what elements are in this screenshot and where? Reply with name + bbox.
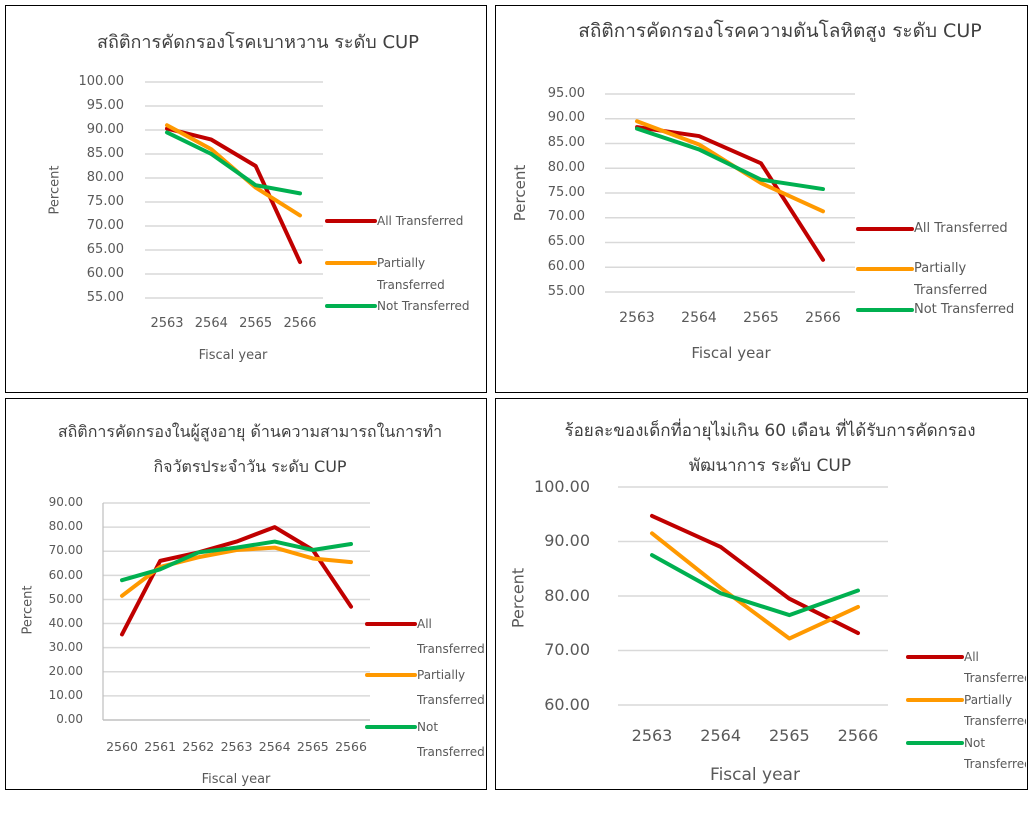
series-line-not-transferred (650, 553, 860, 618)
chart-2 (605, 93, 914, 312)
y-tick-label: 100.00 (78, 73, 125, 89)
chart-panel (5, 5, 487, 393)
y-tick-label: 65.00 (86, 241, 124, 257)
legend-label: Partially Transferred (964, 692, 1026, 728)
x-tick-label: 2561 (144, 739, 177, 754)
x-tick-label: 2562 (182, 739, 215, 754)
y-tick-label: 10.00 (48, 688, 83, 703)
x-tick-label: 2565 (296, 739, 329, 754)
x-tick-label: 2564 (681, 310, 717, 326)
y-tick-label: 65.00 (547, 234, 585, 250)
y-tick-label: 60.00 (544, 694, 590, 714)
y-tick-label: 85.00 (86, 145, 124, 161)
y-axis-label: Percent (47, 165, 63, 215)
y-tick-label: 90.00 (547, 110, 585, 126)
chart-title: ร้อยละของเด็กที่อายุไม่เกิน 60 เดือน ที่… (564, 421, 976, 476)
y-tick-label: 70.00 (48, 543, 83, 558)
y-tick-label: 75.00 (547, 184, 585, 200)
legend-label: Not Transferred (417, 719, 485, 759)
y-tick-label: 90.00 (48, 495, 83, 510)
legend-label: All Transferred (417, 616, 485, 656)
legend-label: All Transferred (377, 214, 464, 228)
x-tick-label: 2563 (220, 739, 253, 754)
legend-label: All Transferred (914, 221, 1008, 236)
legend-label: Partially Transferred (417, 667, 485, 707)
legend-label: Not Transferred (377, 299, 470, 313)
y-tick-label: 90.00 (86, 121, 124, 137)
legend-label: Not Transferred (914, 302, 1015, 317)
y-tick-label: 95.00 (86, 97, 124, 113)
x-tick-label: 2565 (743, 310, 779, 326)
chart-panel (5, 398, 487, 790)
y-tick-label: 40.00 (48, 615, 83, 630)
series-line-all-transferred (650, 513, 860, 636)
x-tick-label: 2564 (194, 316, 228, 331)
y-tick-label: 20.00 (48, 663, 83, 678)
y-tick-label: 60.00 (86, 265, 124, 281)
y-tick-label: 70.00 (86, 217, 124, 233)
y-tick-label: 70.00 (547, 209, 585, 225)
chart-3 (102, 502, 417, 729)
chart-4 (618, 486, 964, 745)
y-tick-label: 55.00 (547, 283, 585, 299)
y-tick-label: 90.00 (544, 531, 590, 551)
x-axis-label: Fiscal year (201, 772, 271, 788)
x-axis-label: Fiscal year (198, 348, 268, 364)
x-tick-label: 2564 (258, 739, 291, 754)
x-tick-label: 2563 (150, 316, 184, 331)
x-tick-label: 2566 (283, 316, 317, 331)
x-tick-label: 2563 (619, 310, 655, 326)
legend-label: All Transferred (964, 649, 1026, 685)
y-tick-label: 60.00 (547, 258, 585, 274)
y-tick-label: 60.00 (48, 567, 83, 582)
x-tick-label: 2565 (768, 726, 810, 745)
y-tick-label: 80.00 (86, 169, 124, 185)
y-tick-label: 55.00 (86, 289, 124, 305)
legend-label: Partially Transferred (914, 261, 988, 298)
chart-title: สถิติการคัดกรองโรคเบาหวาน ระดับ CUP (96, 32, 420, 53)
x-tick-label: 2560 (106, 739, 138, 754)
x-axis-label: Fiscal year (691, 344, 771, 362)
y-tick-label: 80.00 (544, 585, 590, 605)
y-axis-label: Percent (20, 585, 36, 635)
y-tick-label: 85.00 (547, 135, 585, 151)
legend-label: Not Transferred (964, 735, 1026, 771)
chart-title: สถิติการคัดกรองในผู้สูงอายุ ด้านความสามา… (57, 422, 443, 476)
chart-title: สถิติการคัดกรองโรคความดันโลหิตสูง ระดับ … (578, 20, 982, 42)
x-tick-label: 2565 (239, 316, 273, 331)
series-line-not-transferred (165, 130, 302, 196)
x-tick-label: 2566 (837, 726, 879, 745)
series-line-all-transferred (165, 126, 302, 264)
chart-1 (145, 81, 377, 308)
y-tick-label: 30.00 (48, 639, 83, 654)
legend-label: Partially Transferred (377, 256, 445, 292)
y-tick-label: 75.00 (86, 193, 124, 209)
x-tick-label: 2563 (631, 726, 673, 745)
series-line-not-transferred (635, 126, 825, 192)
y-tick-label: 95.00 (547, 85, 585, 101)
y-axis-label: Percent (511, 164, 529, 222)
y-tick-label: 80.00 (547, 159, 585, 175)
series-line-partially-transferred (650, 531, 860, 641)
y-axis-label: Percent (508, 567, 528, 629)
x-axis-label: Fiscal year (710, 764, 800, 785)
y-tick-label: 0.00 (56, 712, 83, 727)
y-tick-label: 80.00 (48, 519, 83, 534)
x-tick-label: 2564 (700, 726, 742, 745)
y-tick-label: 50.00 (48, 591, 83, 606)
y-tick-label: 70.00 (544, 640, 590, 660)
y-tick-label: 100.00 (534, 476, 590, 496)
x-tick-label: 2566 (805, 310, 841, 326)
x-tick-label: 2566 (335, 739, 367, 754)
